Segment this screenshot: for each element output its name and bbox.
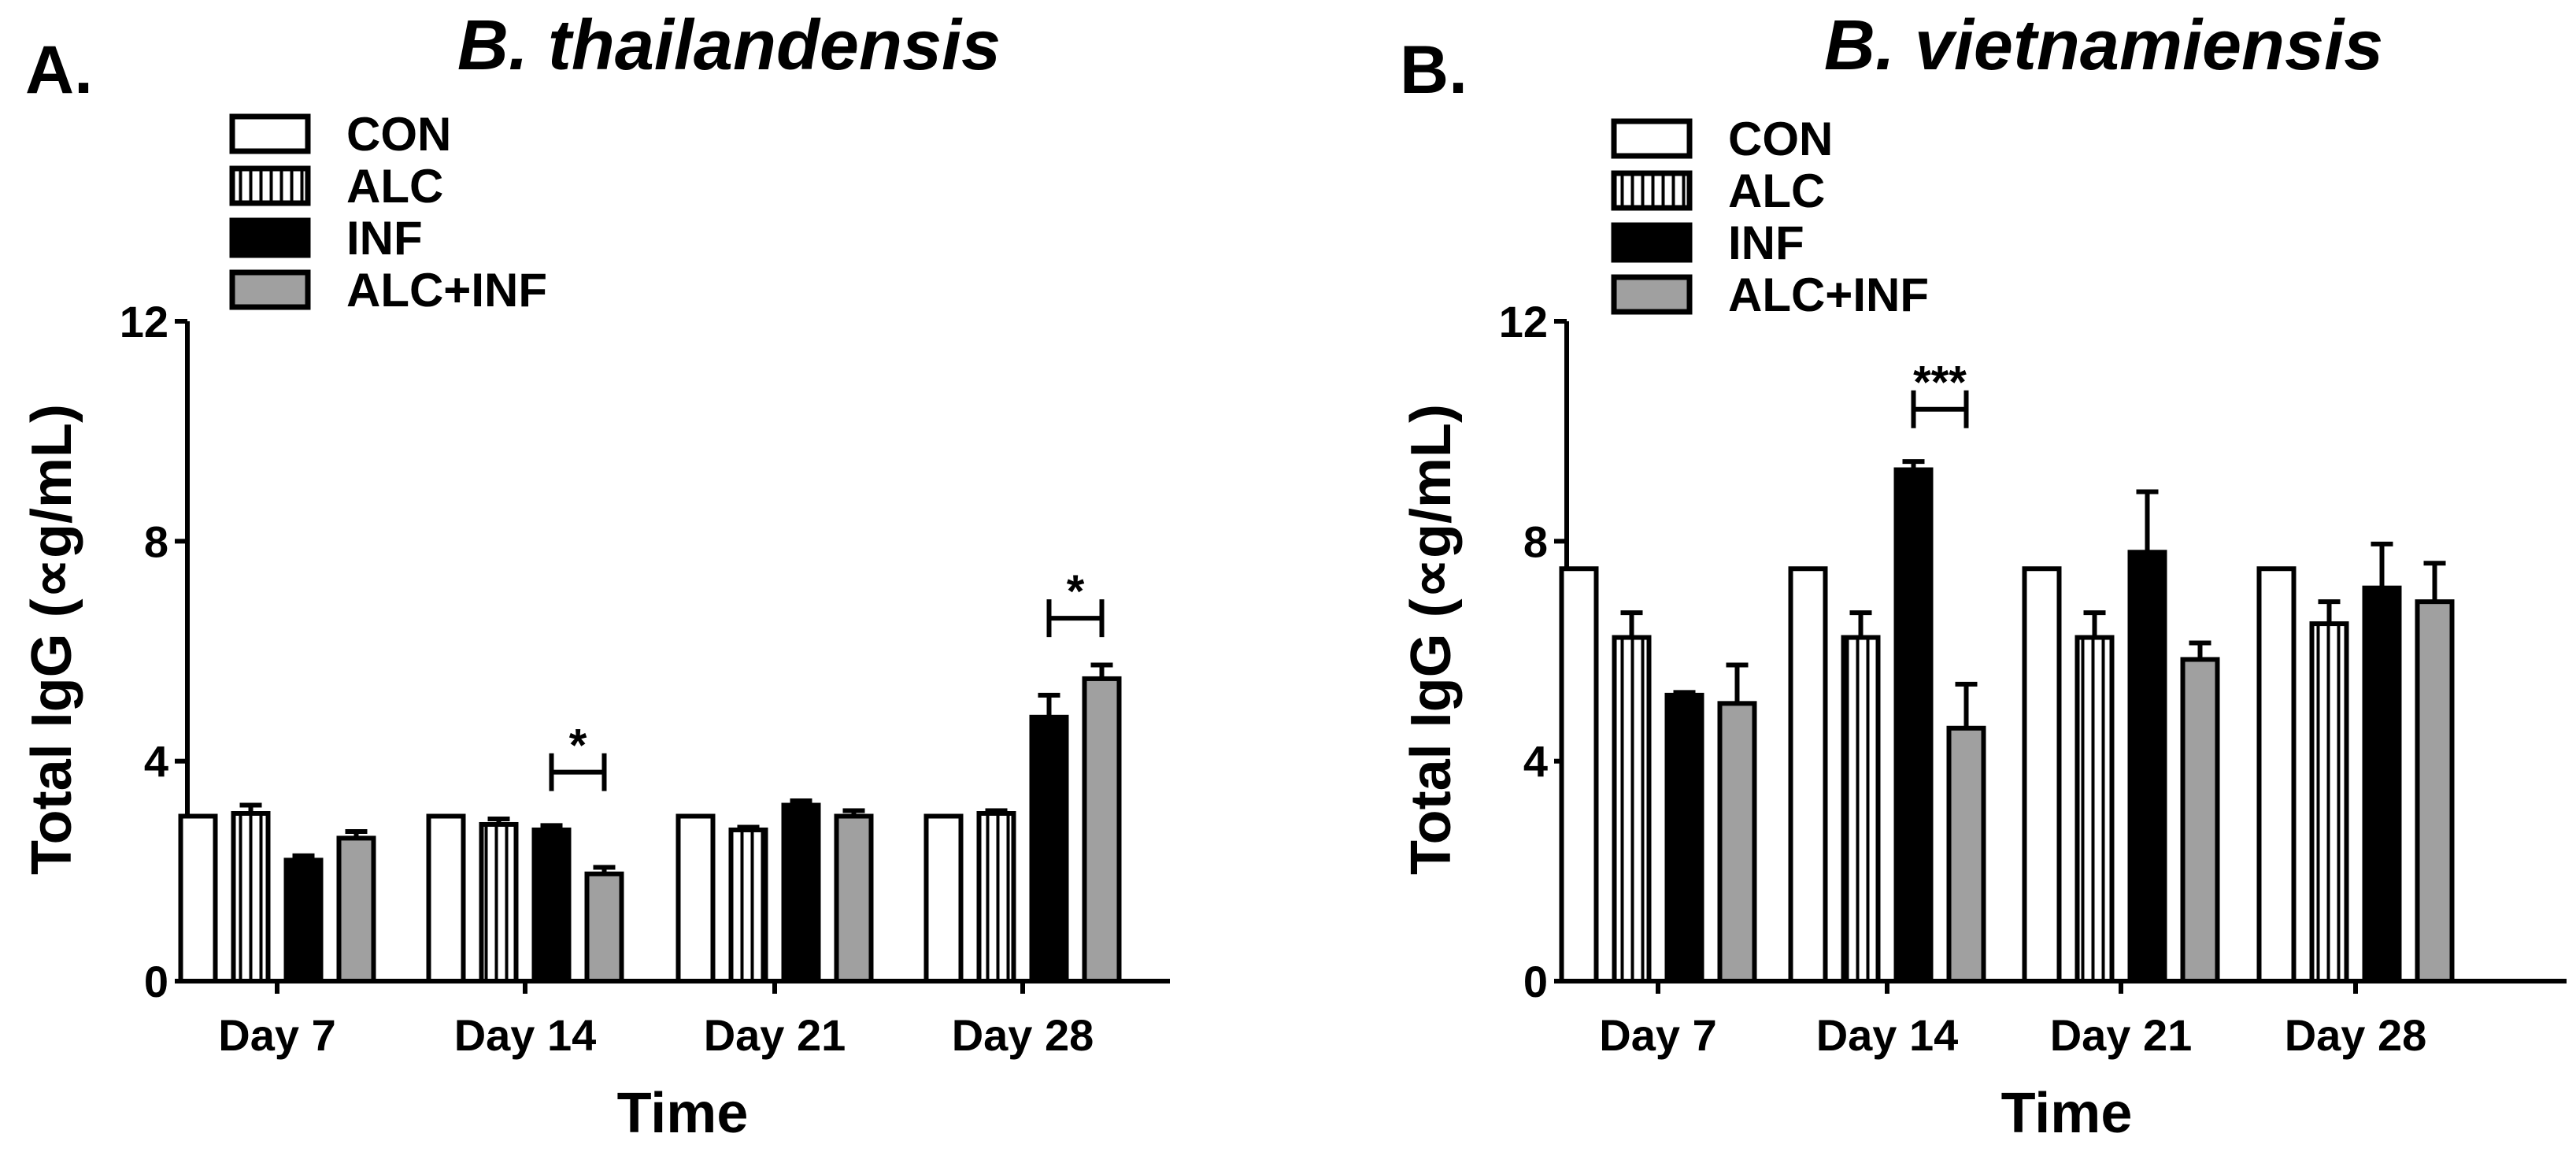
significance-label: * [569,720,587,772]
bar [1612,635,1652,984]
chart-title: B. thailandensis [457,6,1001,85]
legend-label: CON [346,108,451,161]
bar [1029,714,1069,983]
legend-label: ALC+INF [346,264,547,317]
y-tick-label: 8 [1523,517,1548,566]
legend-label: INF [1728,217,1804,269]
legend-label: ALC [346,160,443,213]
bar [834,813,874,983]
x-tick-label: Day 7 [218,1010,335,1060]
legend-label: CON [1728,113,1833,165]
bar [1841,635,1881,984]
plot-area: 0 4 8 12 Day 7 Day 14 Day 21 Day 28 *** [1499,297,2567,1060]
bar [2127,550,2167,983]
y-tick-label: 0 [144,957,168,1006]
legend-swatch [1611,170,1693,211]
significance-label: * [1067,566,1085,617]
bar [976,811,1016,983]
bar [728,827,768,984]
legend-label: INF [346,212,423,265]
bar [2022,566,2062,983]
legend-swatch [229,217,311,258]
y-tick-label: 4 [1523,737,1548,787]
x-tick-label: Day 21 [2050,1010,2193,1060]
bar [1664,692,1704,983]
bar [426,813,466,983]
legend-swatch [1611,274,1693,315]
bar [923,813,964,983]
x-tick-label: Day 28 [2285,1010,2427,1060]
bar [1946,725,1986,983]
bar [1082,676,1122,984]
y-tick-label: 12 [1499,297,1548,346]
y-axis-label: Total IgG (∝g/mL) [1400,404,1463,875]
bar [1559,566,1599,983]
panel-a: A. B. thailandensis Total IgG (∝g/mL) Ti… [20,6,1170,1145]
x-tick-label: Day 28 [952,1010,1094,1060]
x-axis-label: Time [617,1082,749,1145]
bar [178,813,218,983]
plot-area: 0 4 8 12 Day 7 Day 14 Day 21 Day 28 * * [120,297,1170,1060]
bar [675,813,716,983]
bar [479,821,519,983]
y-tick-label: 4 [144,737,168,787]
bar [283,858,324,984]
bar [2415,599,2455,984]
bar [2180,657,2220,983]
x-tick-label: Day 14 [1816,1010,1959,1060]
bar [2074,635,2115,984]
bar [531,827,572,984]
bar [336,835,376,984]
legend-swatch [1611,222,1693,263]
bar [2362,585,2402,983]
chart-title: B. vietnamiensis [1824,6,2383,85]
bar [584,871,624,983]
legend-swatch [229,165,311,206]
bar [231,811,271,983]
x-tick-label: Day 7 [1599,1010,1716,1060]
bar [781,802,821,983]
panel-letter: B. [1400,32,1468,108]
y-tick-label: 12 [120,297,168,346]
significance-label: *** [1913,357,1967,409]
bar [1717,701,1757,983]
panel-b: B. B. vietnamiensis Total IgG (∝g/mL) Ti… [1400,6,2567,1145]
x-tick-label: Day 21 [704,1010,846,1060]
y-tick-label: 0 [1523,957,1548,1006]
legend-swatch [229,269,311,310]
y-axis-label: Total IgG (∝g/mL) [20,404,83,875]
panel-letter: A. [25,32,93,108]
bar [2309,621,2349,983]
bar [1893,467,1934,983]
legend-swatch [229,113,311,154]
x-axis-label: Time [2001,1082,2133,1145]
legend-label: ALC [1728,165,1825,217]
legend-label: ALC+INF [1728,269,1929,321]
bar [2256,566,2297,983]
legend-swatch [1611,118,1693,159]
bar [1788,566,1828,983]
x-tick-label: Day 14 [454,1010,597,1060]
y-tick-label: 8 [144,517,168,566]
